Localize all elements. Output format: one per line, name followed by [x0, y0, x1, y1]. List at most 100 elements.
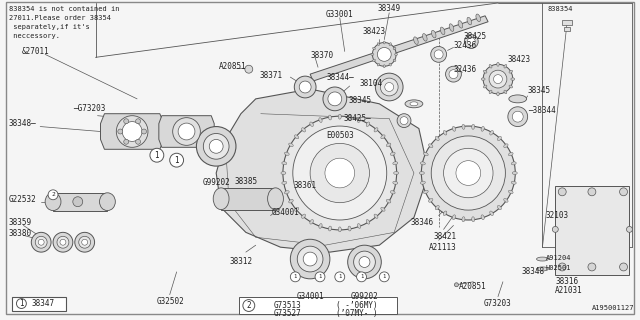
- Circle shape: [243, 300, 255, 311]
- Ellipse shape: [444, 211, 447, 216]
- Ellipse shape: [310, 122, 314, 126]
- Ellipse shape: [390, 152, 395, 156]
- Text: 1: 1: [154, 151, 159, 160]
- Ellipse shape: [301, 214, 305, 218]
- Ellipse shape: [393, 181, 397, 184]
- Circle shape: [48, 190, 58, 200]
- Ellipse shape: [429, 198, 433, 202]
- Ellipse shape: [372, 59, 376, 61]
- Circle shape: [552, 227, 558, 232]
- Text: G99202: G99202: [202, 178, 230, 187]
- Ellipse shape: [394, 172, 399, 174]
- Circle shape: [141, 129, 147, 134]
- Text: 38423: 38423: [508, 55, 531, 64]
- Ellipse shape: [489, 64, 492, 68]
- Text: 38316: 38316: [556, 277, 579, 286]
- Ellipse shape: [431, 136, 506, 210]
- Text: G34001: G34001: [296, 292, 324, 301]
- Text: 38349: 38349: [378, 4, 401, 13]
- Ellipse shape: [377, 43, 380, 45]
- Text: 38345: 38345: [348, 96, 371, 105]
- Ellipse shape: [209, 140, 223, 153]
- Ellipse shape: [31, 232, 51, 252]
- Ellipse shape: [419, 172, 424, 174]
- Ellipse shape: [452, 126, 456, 131]
- Ellipse shape: [325, 158, 355, 188]
- Circle shape: [150, 148, 164, 162]
- Ellipse shape: [489, 70, 507, 88]
- Ellipse shape: [458, 20, 463, 28]
- Ellipse shape: [444, 131, 447, 135]
- Ellipse shape: [348, 115, 351, 120]
- Circle shape: [620, 263, 627, 271]
- Ellipse shape: [393, 47, 396, 50]
- Ellipse shape: [366, 122, 370, 126]
- Ellipse shape: [385, 83, 394, 92]
- Ellipse shape: [300, 81, 311, 93]
- Circle shape: [335, 272, 345, 282]
- Text: 38425: 38425: [463, 32, 486, 41]
- Bar: [53, 193, 108, 211]
- Ellipse shape: [420, 162, 426, 165]
- Circle shape: [380, 272, 389, 282]
- Ellipse shape: [116, 116, 148, 147]
- Text: 1: 1: [294, 274, 297, 279]
- Ellipse shape: [75, 232, 95, 252]
- Ellipse shape: [319, 118, 322, 123]
- Text: A91204: A91204: [545, 255, 571, 261]
- Ellipse shape: [328, 92, 342, 106]
- Ellipse shape: [213, 188, 229, 210]
- Bar: [221, 188, 275, 210]
- Text: 1: 1: [383, 274, 386, 279]
- Ellipse shape: [380, 78, 398, 96]
- Ellipse shape: [57, 236, 69, 248]
- Text: G34001: G34001: [271, 208, 300, 217]
- Ellipse shape: [377, 63, 380, 66]
- Ellipse shape: [366, 220, 370, 224]
- Ellipse shape: [445, 66, 461, 82]
- Ellipse shape: [449, 70, 458, 79]
- Ellipse shape: [323, 87, 347, 111]
- Ellipse shape: [79, 236, 91, 248]
- Polygon shape: [159, 116, 214, 147]
- Ellipse shape: [508, 152, 513, 156]
- Text: 38370: 38370: [310, 52, 333, 60]
- Ellipse shape: [467, 17, 472, 25]
- Ellipse shape: [319, 224, 322, 228]
- Ellipse shape: [512, 111, 523, 122]
- Ellipse shape: [497, 205, 501, 210]
- Ellipse shape: [348, 245, 381, 279]
- Text: A20851: A20851: [458, 282, 486, 291]
- Circle shape: [118, 129, 123, 134]
- Ellipse shape: [60, 239, 66, 245]
- Ellipse shape: [291, 239, 330, 279]
- Ellipse shape: [435, 136, 439, 140]
- Ellipse shape: [310, 143, 369, 203]
- Polygon shape: [216, 89, 429, 252]
- Ellipse shape: [509, 85, 513, 88]
- Ellipse shape: [424, 190, 428, 194]
- Ellipse shape: [462, 124, 465, 129]
- Text: G99202: G99202: [351, 292, 378, 301]
- Ellipse shape: [310, 220, 314, 224]
- Circle shape: [124, 119, 129, 124]
- Ellipse shape: [294, 207, 299, 211]
- Ellipse shape: [434, 50, 443, 59]
- Text: 32436: 32436: [454, 41, 477, 50]
- Circle shape: [558, 188, 566, 196]
- Text: 1: 1: [174, 156, 179, 165]
- Text: ( -’06MY): ( -’06MY): [336, 300, 378, 309]
- Ellipse shape: [381, 207, 385, 211]
- Ellipse shape: [483, 85, 487, 88]
- Ellipse shape: [284, 191, 289, 194]
- Text: 38104: 38104: [360, 79, 383, 88]
- Circle shape: [124, 139, 129, 144]
- Ellipse shape: [393, 162, 397, 165]
- Ellipse shape: [497, 136, 501, 140]
- Ellipse shape: [435, 205, 439, 210]
- Text: 2: 2: [246, 301, 251, 310]
- Ellipse shape: [395, 53, 397, 55]
- Bar: [564, 27, 570, 31]
- Text: 38423: 38423: [363, 27, 386, 36]
- Ellipse shape: [504, 64, 507, 68]
